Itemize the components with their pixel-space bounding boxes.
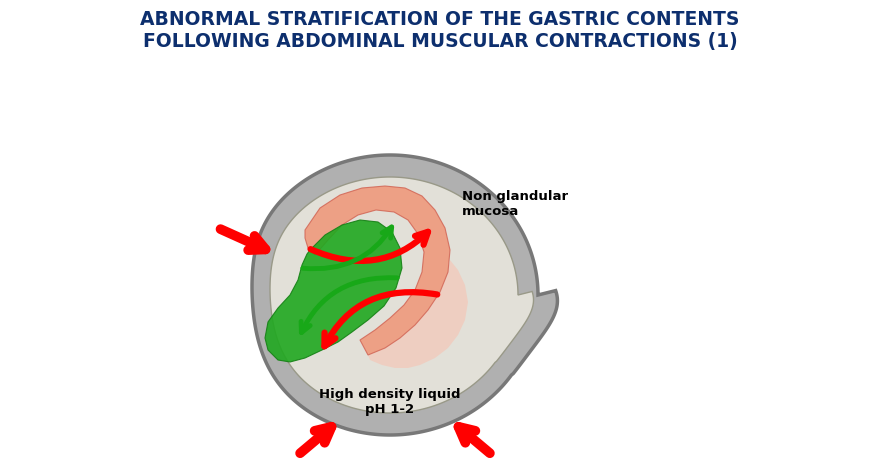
Text: ABNORMAL STRATIFICATION OF THE GASTRIC CONTENTS: ABNORMAL STRATIFICATION OF THE GASTRIC C… [140,10,740,29]
Polygon shape [270,177,533,413]
Text: High density liquid
pH 1-2: High density liquid pH 1-2 [319,388,461,416]
Text: FOLLOWING ABDOMINAL MUSCULAR CONTRACTIONS (1): FOLLOWING ABDOMINAL MUSCULAR CONTRACTION… [143,32,737,51]
Text: Non glandular
mucosa: Non glandular mucosa [462,190,568,218]
Polygon shape [252,155,557,435]
Polygon shape [368,260,468,368]
Polygon shape [305,186,450,355]
Polygon shape [265,220,402,362]
